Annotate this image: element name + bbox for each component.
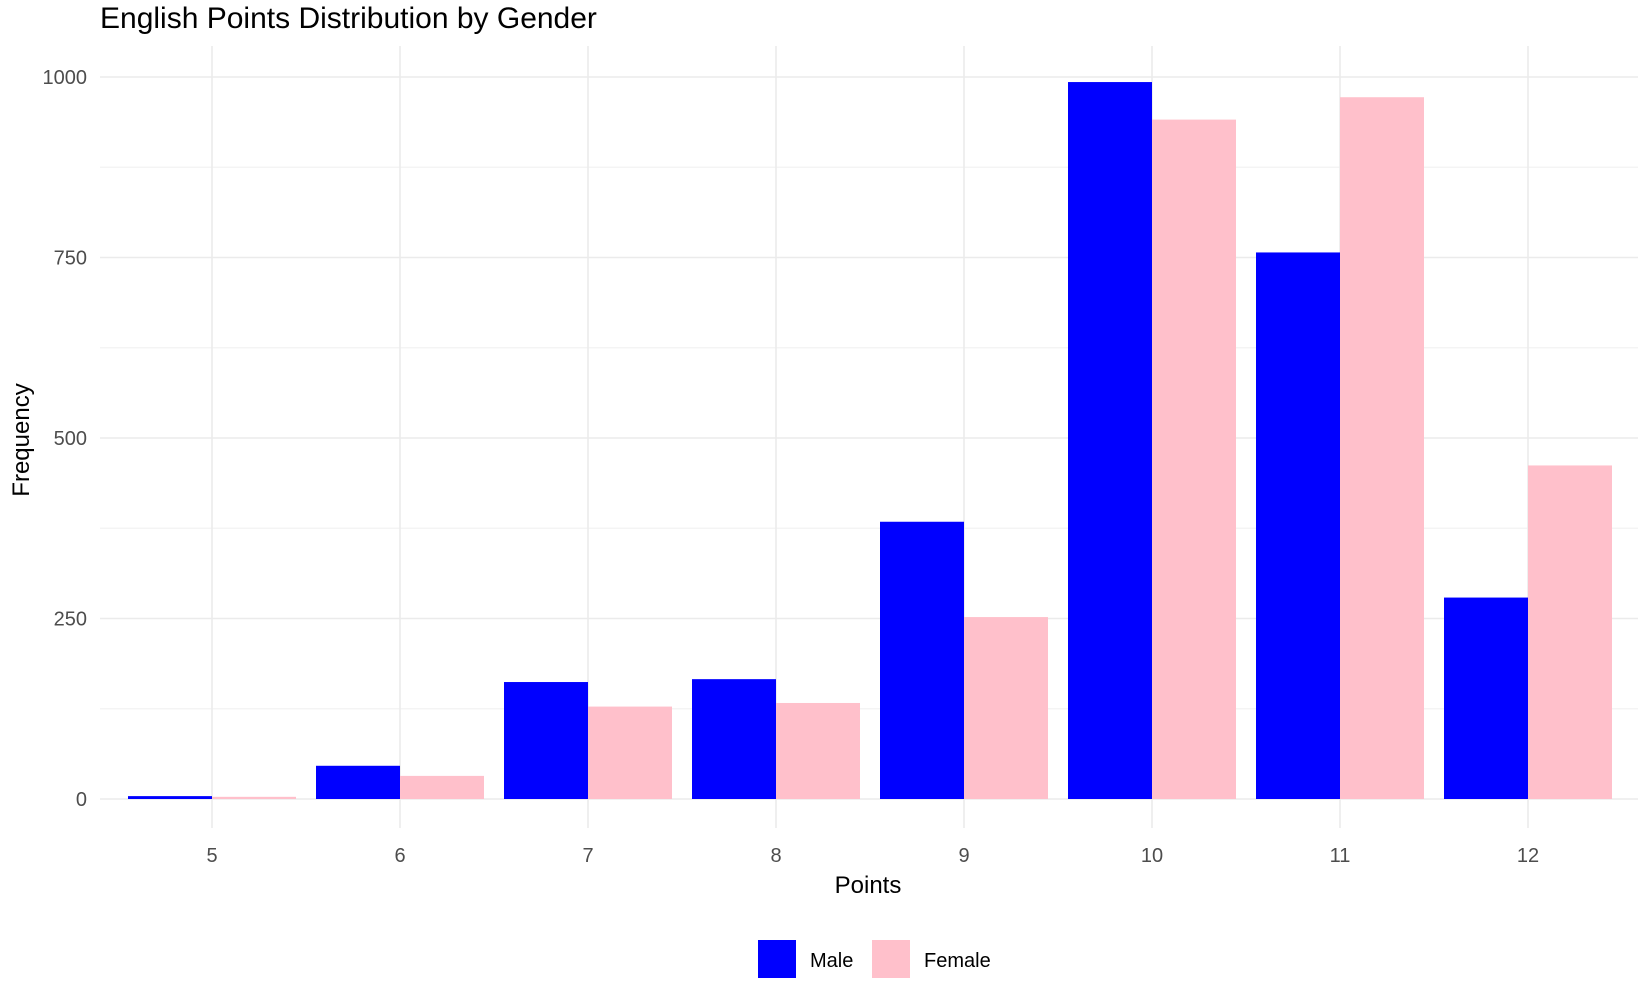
y-axis-title: Frequency <box>8 383 35 496</box>
bar-male-10 <box>1068 82 1152 799</box>
x-tick-label: 10 <box>1141 845 1163 867</box>
x-tick-label: 8 <box>770 845 781 867</box>
bar-male-11 <box>1256 252 1340 800</box>
y-tick-label: 0 <box>76 789 87 811</box>
bar-female-7 <box>588 706 672 799</box>
bar-female-12 <box>1528 465 1612 799</box>
legend-key-male <box>758 940 796 978</box>
bar-female-5 <box>212 796 296 799</box>
legend: Male Female <box>758 940 991 978</box>
bar-female-6 <box>400 775 484 799</box>
x-axis-title: Points <box>835 872 902 899</box>
tick-labels-layer: 0 250 500 750 1000 5 6 7 8 9 10 11 12 <box>43 67 1540 867</box>
legend-label-female: Female <box>924 950 991 972</box>
x-tick-label: 12 <box>1517 845 1539 867</box>
x-tick-label: 6 <box>394 845 405 867</box>
bars-layer <box>128 82 1612 800</box>
bar-male-8 <box>692 679 776 799</box>
legend-label-male: Male <box>810 950 853 972</box>
x-tick-label: 7 <box>582 845 593 867</box>
x-tick-label: 5 <box>206 845 217 867</box>
x-tick-label: 11 <box>1330 845 1351 867</box>
y-tick-label: 500 <box>54 428 87 450</box>
bar-female-9 <box>964 617 1048 799</box>
bar-male-12 <box>1444 597 1528 799</box>
bar-female-10 <box>1152 119 1236 799</box>
bar-female-11 <box>1340 97 1424 799</box>
bar-male-9 <box>880 521 964 799</box>
legend-key-female <box>872 940 910 978</box>
bar-male-5 <box>128 796 212 799</box>
y-tick-label: 250 <box>54 609 87 631</box>
bar-male-7 <box>504 682 588 799</box>
x-tick-label: 9 <box>958 845 969 867</box>
y-tick-label: 1000 <box>43 67 88 89</box>
bar-male-6 <box>316 765 400 799</box>
y-tick-label: 750 <box>54 248 87 270</box>
chart-title: English Points Distribution by Gender <box>100 2 597 35</box>
bar-female-8 <box>776 702 860 799</box>
